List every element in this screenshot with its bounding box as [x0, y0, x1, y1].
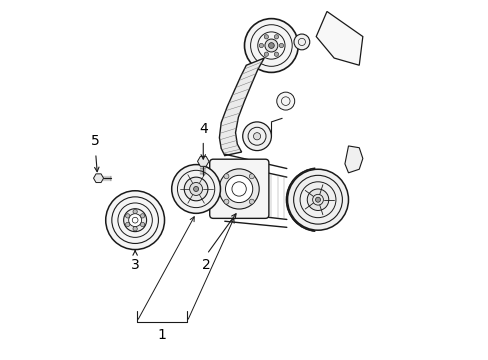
- Circle shape: [279, 43, 283, 48]
- Circle shape: [274, 52, 278, 57]
- Circle shape: [219, 169, 259, 209]
- Circle shape: [259, 43, 263, 48]
- Circle shape: [249, 174, 254, 179]
- Circle shape: [264, 35, 268, 39]
- Polygon shape: [344, 146, 362, 173]
- Circle shape: [315, 197, 320, 202]
- Circle shape: [242, 122, 271, 150]
- Circle shape: [125, 222, 129, 226]
- Circle shape: [140, 222, 144, 226]
- Circle shape: [128, 214, 142, 226]
- Circle shape: [193, 186, 198, 192]
- Circle shape: [189, 183, 202, 195]
- Text: 3: 3: [130, 258, 139, 272]
- Circle shape: [225, 175, 252, 203]
- Circle shape: [268, 42, 274, 48]
- Circle shape: [306, 189, 328, 211]
- Circle shape: [276, 92, 294, 110]
- Text: 5: 5: [91, 134, 100, 148]
- Text: 1: 1: [157, 328, 166, 342]
- Circle shape: [264, 39, 277, 52]
- Circle shape: [133, 226, 137, 231]
- Circle shape: [171, 165, 220, 213]
- Text: 4: 4: [199, 122, 207, 135]
- Circle shape: [264, 52, 268, 57]
- Circle shape: [125, 214, 129, 218]
- Circle shape: [249, 199, 254, 204]
- Text: 2: 2: [202, 258, 211, 272]
- Polygon shape: [316, 12, 362, 65]
- Circle shape: [105, 191, 164, 249]
- Circle shape: [224, 199, 228, 204]
- Circle shape: [224, 174, 228, 179]
- Circle shape: [140, 214, 144, 218]
- Circle shape: [184, 177, 207, 201]
- Circle shape: [287, 169, 348, 230]
- Polygon shape: [219, 58, 264, 156]
- Circle shape: [274, 35, 278, 39]
- Circle shape: [133, 210, 137, 214]
- Circle shape: [253, 133, 260, 140]
- Circle shape: [244, 19, 298, 72]
- FancyBboxPatch shape: [209, 159, 268, 219]
- Circle shape: [293, 34, 309, 50]
- Circle shape: [123, 209, 146, 231]
